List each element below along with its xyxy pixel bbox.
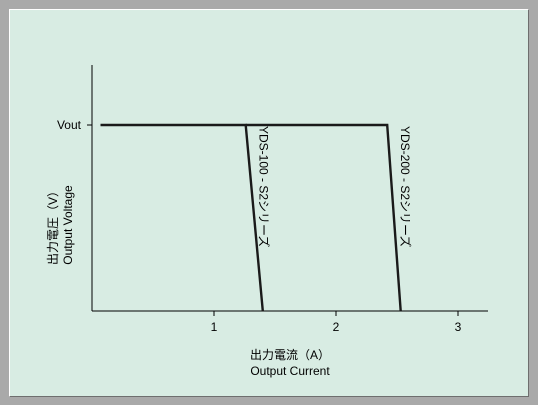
series-line-2: [245, 123, 402, 312]
y-tick-label-vout: Vout: [57, 118, 82, 132]
series-label-1: YDS-100 - S2シリーズ: [257, 126, 272, 247]
x-tick-label: 1: [211, 320, 218, 334]
y-ticks: Vout: [57, 118, 92, 132]
y-axis-label-en: Output Voltage: [61, 185, 75, 265]
series-label-2: YDS-200 - S2シリーズ: [398, 126, 413, 247]
series-line-1: [100, 123, 264, 312]
x-axis-label-en: Output Current: [250, 364, 330, 378]
x-tick-label: 2: [333, 320, 340, 334]
series-lines: [100, 123, 402, 312]
y-axis-label: 出力電圧（V）: [46, 185, 60, 265]
x-ticks: 1 2 3: [211, 311, 462, 334]
chart-panel: [9, 9, 529, 397]
series-labels: YDS-100 - S2シリーズ YDS-200 - S2シリーズ: [257, 126, 414, 247]
x-axis-label: 出力電流（A）: [250, 348, 330, 362]
x-tick-label: 3: [455, 320, 462, 334]
